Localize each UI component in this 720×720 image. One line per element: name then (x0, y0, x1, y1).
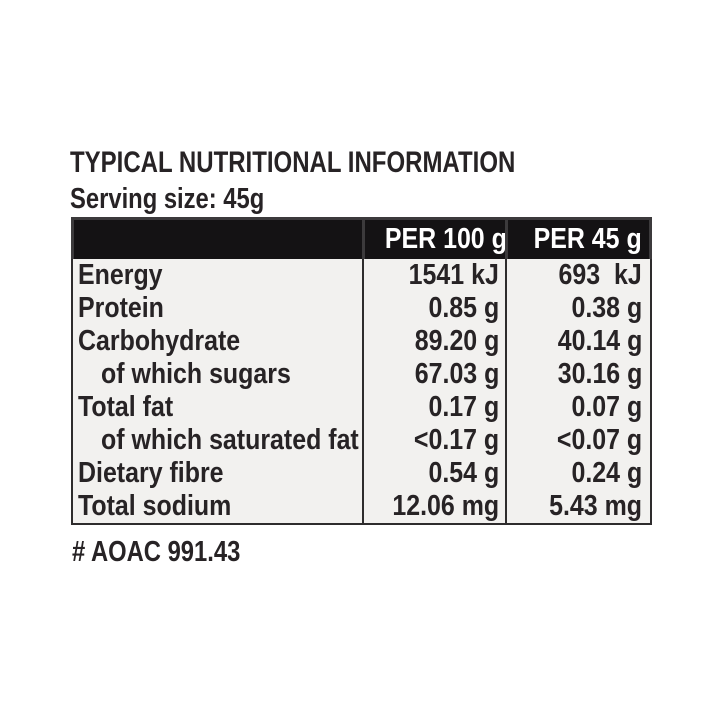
row-label: Dietary fibre (78, 457, 224, 489)
row-per-45g-cell: 0.38 g (505, 292, 650, 325)
row-label: Total fat (78, 391, 174, 423)
row-label-cell: Protein (73, 292, 362, 325)
row-per-100g-cell: 0.54 g (362, 457, 505, 490)
table-row-total-sodium: Total sodium 12.06 mg 5.43 mg (73, 490, 650, 523)
row-per-100g-value: 0.85 g (428, 292, 499, 324)
row-per-100g-cell: 0.17 g (362, 391, 505, 424)
row-label-cell: of which saturated fat (73, 424, 362, 457)
row-per-45g-cell: 40.14 g (505, 325, 650, 358)
row-per-100g-value: 1541 kJ (408, 259, 499, 291)
row-per-100g-value: 12.06 mg (392, 490, 499, 522)
row-per-45g-value: 0.38 g (571, 292, 642, 324)
serving-size-text: Serving size: 45g (70, 183, 265, 215)
row-label: of which sugars (101, 358, 291, 390)
row-label: Energy (78, 259, 163, 291)
row-label-cell: Carbohydrate (73, 325, 362, 358)
table-row-of-which-sugars: of which sugars 67.03 g 30.16 g (73, 358, 650, 391)
serving-size: Serving size: 45g (70, 183, 307, 215)
row-per-45g-value: 693 kJ (558, 259, 642, 291)
row-label: Carbohydrate (78, 325, 241, 357)
row-per-45g-value: 30.16 g (557, 358, 642, 390)
row-per-45g-cell: 0.07 g (505, 391, 650, 424)
row-per-100g-cell: 1541 kJ (362, 259, 505, 292)
table-row-carbohydrate: Carbohydrate 89.20 g 40.14 g (73, 325, 650, 358)
row-per-45g-value: 0.24 g (571, 457, 642, 489)
row-per-45g-cell: 5.43 mg (505, 490, 650, 523)
table-row-energy: Energy 1541 kJ 693 kJ (73, 259, 650, 292)
row-per-100g-value: <0.17 g (413, 424, 499, 456)
row-per-100g-value: 67.03 g (414, 358, 499, 390)
header-per-100g-text: PER 100 g (384, 223, 505, 255)
table-row-protein: Protein 0.85 g 0.38 g (73, 292, 650, 325)
row-per-100g-cell: <0.17 g (362, 424, 505, 457)
row-per-100g-value: 89.20 g (414, 325, 499, 357)
table-row-total-fat: Total fat 0.17 g 0.07 g (73, 391, 650, 424)
row-per-45g-value: 5.43 mg (549, 490, 642, 522)
row-per-100g-cell: 12.06 mg (362, 490, 505, 523)
row-per-45g-cell: <0.07 g (505, 424, 650, 457)
row-per-45g-cell: 693 kJ (505, 259, 650, 292)
row-label-cell: Total fat (73, 391, 362, 424)
header-cell-blank (74, 220, 362, 259)
page-title-text: TYPICAL NUTRITIONAL INFORMATION (70, 146, 516, 179)
row-per-100g-cell: 89.20 g (362, 325, 505, 358)
table-header-row: PER 100 g PER 45 g (71, 217, 652, 259)
header-cell-per-45g: PER 45 g (505, 220, 649, 259)
row-label: Total sodium (78, 490, 232, 522)
row-per-45g-value: 40.14 g (557, 325, 642, 357)
footnote-aoac: # AOAC 991.43 (72, 536, 277, 568)
row-per-100g-cell: 67.03 g (362, 358, 505, 391)
row-label-cell: Energy (73, 259, 362, 292)
row-label: of which saturated fat (101, 424, 359, 456)
table-row-dietary-fibre: Dietary fibre 0.54 g 0.24 g (73, 457, 650, 490)
row-per-100g-value: 0.54 g (428, 457, 499, 489)
header-per-45g-text: PER 45 g (533, 223, 642, 255)
row-label-cell: of which sugars (73, 358, 362, 391)
row-per-45g-value: 0.07 g (571, 391, 642, 423)
header-cell-per-100g: PER 100 g (362, 220, 505, 259)
row-label-cell: Total sodium (73, 490, 362, 523)
row-label-cell: Dietary fibre (73, 457, 362, 490)
nutrition-table: PER 100 g PER 45 g Energy 1541 kJ 693 kJ… (71, 217, 652, 525)
row-per-100g-value: 0.17 g (428, 391, 499, 423)
row-per-45g-cell: 0.24 g (505, 457, 650, 490)
table-row-of-which-saturated-fat: of which saturated fat <0.17 g <0.07 g (73, 424, 650, 457)
footnote-text: # AOAC 991.43 (72, 536, 241, 568)
row-label: Protein (78, 292, 164, 324)
page-title: TYPICAL NUTRITIONAL INFORMATION (70, 146, 627, 180)
row-per-45g-cell: 30.16 g (505, 358, 650, 391)
row-per-45g-value: <0.07 g (556, 424, 642, 456)
table-body: Energy 1541 kJ 693 kJ Protein 0.85 g 0.3… (71, 259, 652, 525)
row-per-100g-cell: 0.85 g (362, 292, 505, 325)
